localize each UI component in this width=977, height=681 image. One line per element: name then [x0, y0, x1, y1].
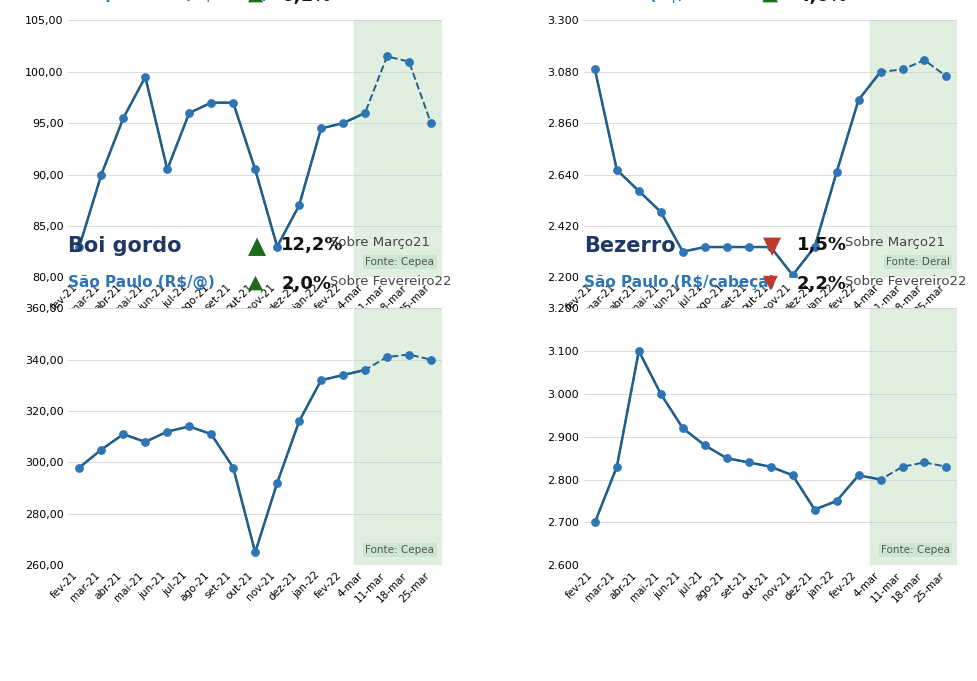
Point: [402, 56, 417, 67]
Point: [335, 370, 351, 381]
Point: [358, 364, 373, 375]
Text: 2,0%: 2,0%: [281, 275, 331, 293]
Point: [609, 165, 624, 176]
Point: [851, 95, 867, 106]
Point: [115, 112, 131, 123]
Point: [807, 504, 823, 515]
Text: ▲: ▲: [248, 0, 263, 3]
Point: [247, 547, 263, 558]
Point: [653, 388, 668, 399]
Text: ▼: ▼: [763, 234, 782, 257]
Bar: [354, 308, 442, 565]
Point: [675, 247, 691, 257]
Text: 4,6%: 4,6%: [797, 0, 847, 5]
Point: [587, 64, 603, 75]
Point: [675, 423, 691, 434]
Bar: [870, 308, 957, 565]
Point: [631, 185, 647, 196]
Point: [741, 242, 756, 253]
Point: [785, 270, 800, 281]
Text: 12,2%: 12,2%: [281, 236, 344, 254]
Point: [697, 242, 712, 253]
Point: [314, 123, 329, 133]
Text: ▼: ▼: [763, 272, 779, 291]
Point: [402, 349, 417, 360]
Point: [379, 351, 395, 362]
Point: [94, 169, 109, 180]
Text: Boi gordo: Boi gordo: [68, 236, 182, 256]
Bar: [870, 20, 957, 277]
Text: 1,5%: 1,5%: [797, 236, 847, 254]
Text: Sobre Fevereiro22: Sobre Fevereiro22: [845, 275, 967, 288]
Point: [226, 97, 241, 108]
Text: Fonte: Cepea: Fonte: Cepea: [365, 545, 435, 555]
Point: [159, 164, 175, 175]
Point: [587, 517, 603, 528]
Point: [895, 461, 911, 472]
Point: [182, 108, 197, 118]
Point: [94, 444, 109, 455]
Text: ▲: ▲: [248, 272, 263, 291]
Point: [895, 64, 911, 75]
Point: [138, 72, 153, 82]
Point: [379, 51, 395, 62]
Point: [631, 346, 647, 357]
Point: [270, 477, 285, 488]
Text: 0,1%: 0,1%: [281, 0, 331, 5]
Point: [423, 118, 439, 129]
Point: [71, 462, 87, 473]
Point: [71, 241, 87, 252]
Point: [697, 440, 712, 451]
Point: [828, 496, 844, 507]
Point: [423, 354, 439, 365]
Point: [741, 457, 756, 468]
Point: [182, 421, 197, 432]
Text: Sobre Março21: Sobre Março21: [330, 236, 430, 249]
Point: [916, 457, 932, 468]
Point: [653, 206, 668, 217]
Point: [335, 118, 351, 129]
Bar: [354, 20, 442, 277]
Text: São Paulo (R$/cabeça): São Paulo (R$/cabeça): [584, 275, 776, 290]
Point: [719, 453, 735, 464]
Text: Bezerro: Bezerro: [584, 236, 675, 256]
Point: [719, 242, 735, 253]
Point: [939, 461, 955, 472]
Text: 2,2%: 2,2%: [797, 275, 847, 293]
Text: Campinas SP (R$/60kg): Campinas SP (R$/60kg): [68, 0, 269, 2]
Text: Sobre Fevereiro22: Sobre Fevereiro22: [330, 275, 451, 288]
Point: [138, 437, 153, 447]
Point: [609, 461, 624, 472]
Text: ▲: ▲: [248, 234, 266, 257]
Point: [916, 54, 932, 65]
Text: Sobre Março21: Sobre Março21: [845, 236, 946, 249]
Point: [851, 470, 867, 481]
Point: [226, 462, 241, 473]
Point: [763, 242, 779, 253]
Point: [763, 461, 779, 472]
Text: Fonte: Cepea: Fonte: Cepea: [365, 257, 435, 267]
Point: [785, 470, 800, 481]
Point: [203, 429, 219, 440]
Point: [358, 108, 373, 118]
Point: [159, 426, 175, 437]
Point: [872, 66, 888, 77]
Point: [270, 241, 285, 252]
Point: [314, 375, 329, 385]
Point: [828, 167, 844, 178]
Text: ▲: ▲: [763, 0, 779, 3]
Point: [115, 429, 131, 440]
Point: [203, 97, 219, 108]
Point: [247, 164, 263, 175]
Text: Paraná (R$/Tonelada): Paraná (R$/Tonelada): [584, 0, 768, 3]
Point: [807, 242, 823, 253]
Text: Fonte: Cepea: Fonte: Cepea: [881, 545, 950, 555]
Text: Fonte: Deral: Fonte: Deral: [886, 257, 950, 267]
Point: [291, 416, 307, 427]
Point: [872, 474, 888, 485]
Point: [291, 200, 307, 211]
Text: São Paulo (R$/@): São Paulo (R$/@): [68, 275, 215, 290]
Point: [939, 71, 955, 82]
